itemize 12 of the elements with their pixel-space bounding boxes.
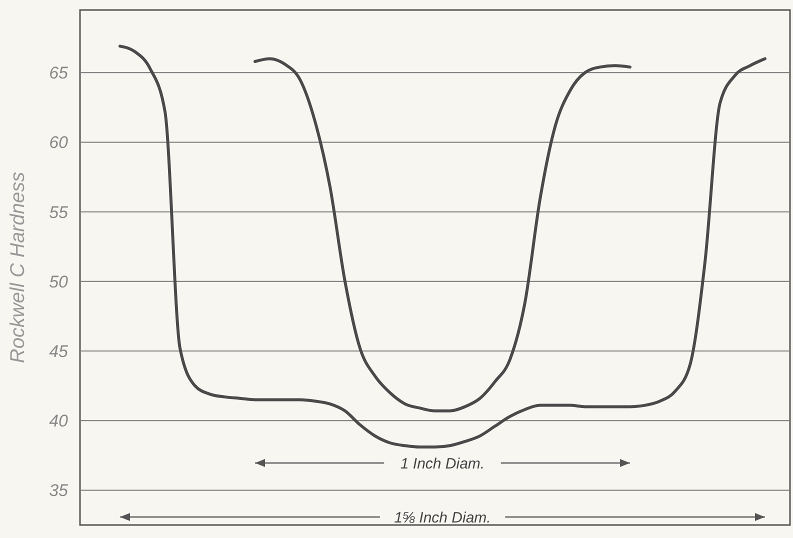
y-tick-label: 35 xyxy=(49,481,69,500)
annotation: 1 Inch Diam. xyxy=(400,455,485,472)
y-tick-label: 45 xyxy=(49,342,69,361)
y-tick-label: 40 xyxy=(49,412,69,431)
y-tick-label: 60 xyxy=(49,133,69,152)
y-tick-label: 55 xyxy=(49,202,69,222)
annotation: 1⅝ Inch Diam. xyxy=(394,509,491,526)
line-series xyxy=(254,57,632,412)
y-tick-label: 50 xyxy=(49,272,69,292)
y-tick-label: 65 xyxy=(49,64,69,83)
y-axis-title: Rockwell C Hardness xyxy=(7,172,29,364)
line-series xyxy=(118,44,766,449)
